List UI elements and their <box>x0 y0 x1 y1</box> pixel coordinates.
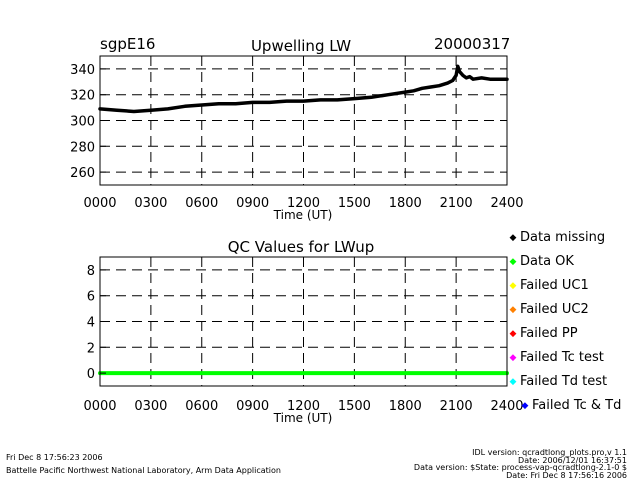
y-tick-label: 320 <box>70 89 95 104</box>
x-tick-label: 0900 <box>236 399 269 414</box>
legend-marker-icon: ◆ <box>510 233 517 243</box>
x-tick-label: 0300 <box>134 399 167 414</box>
legend-marker-icon: ◆ <box>510 257 517 267</box>
y-tick-label: 280 <box>70 140 95 155</box>
chart2-title: QC Values for LWup <box>228 238 375 256</box>
x-tick-label: 2400 <box>490 399 523 414</box>
chart1-x-ticks: 0000 0300 0600 0900 1200 1500 1800 2100 2400 <box>83 196 523 211</box>
legend-label: Failed Tc test <box>520 350 604 365</box>
legend-marker-icon: ◆ <box>510 377 517 387</box>
footer-idl-version: IDL version: qcradtlong_plots.pro,v 1.1 <box>472 448 627 457</box>
x-tick-label: 0000 <box>83 196 116 211</box>
series-line <box>98 64 509 114</box>
legend-label: Failed UC2 <box>520 302 589 317</box>
x-tick-label: 0300 <box>134 196 167 211</box>
y-tick-label: 0 <box>87 367 95 382</box>
y-tick-label: 8 <box>87 264 95 279</box>
qc-values-chart: QC Values for LWup 0000 0300 0600 0900 1200 1… <box>83 238 523 425</box>
y-tick-label: 4 <box>87 316 95 331</box>
x-tick-label: 1500 <box>338 399 371 414</box>
chart1-grid <box>100 56 507 185</box>
y-tick-label: 260 <box>70 166 95 181</box>
y-tick-label: 6 <box>87 290 95 305</box>
station-label: sgpE16 <box>100 35 155 53</box>
x-tick-label: 1500 <box>338 196 371 211</box>
legend-label: Failed Tc & Td <box>532 398 621 413</box>
y-tick-label: 340 <box>70 63 95 78</box>
x-tick-label: 2100 <box>440 399 473 414</box>
chart2-xlabel: Time (UT) <box>273 411 333 425</box>
footer-data-date: Date: Fri Dec 8 17:56:16 2006 <box>506 471 627 480</box>
footer-data-version: Data version: $State: process-vap-qcradt… <box>414 463 627 472</box>
x-tick-label: 0900 <box>236 196 269 211</box>
chart1-xlabel: Time (UT) <box>273 208 333 222</box>
date-label: 20000317 <box>434 35 510 53</box>
x-tick-label: 0600 <box>185 196 218 211</box>
x-tick-label: 1800 <box>389 196 422 211</box>
x-tick-label: 1200 <box>287 196 320 211</box>
legend-marker-icon: ◆ <box>510 329 517 339</box>
legend-label: Data OK <box>520 254 574 269</box>
footer-lab: Battelle Pacific Northwest National Labo… <box>6 466 281 475</box>
chart2-y-ticks: 0 2 4 6 8 <box>87 264 106 382</box>
legend-label: Failed UC1 <box>520 278 589 293</box>
legend-label: Data missing <box>520 230 605 245</box>
x-tick-label: 1200 <box>287 399 320 414</box>
x-tick-label: 0600 <box>185 399 218 414</box>
legend: ◆ Data missing◆ Data OK◆ Failed UC1◆ Failed … <box>510 230 622 413</box>
legend-label: Failed Td test <box>520 374 607 389</box>
legend-label: Failed PP <box>520 326 578 341</box>
x-tick-label: 0000 <box>83 399 116 414</box>
legend-marker-icon: ◆ <box>522 401 529 411</box>
y-tick-label: 300 <box>70 115 95 130</box>
legend-marker-icon: ◆ <box>510 281 517 291</box>
x-tick-label: 2400 <box>490 196 523 211</box>
x-tick-label: 1800 <box>389 399 422 414</box>
footer-timestamp: Fri Dec 8 17:56:23 2006 <box>6 453 103 462</box>
chart2-grid <box>100 257 507 386</box>
x-tick-label: 2100 <box>440 196 473 211</box>
legend-marker-icon: ◆ <box>510 305 517 315</box>
chart1-title: Upwelling LW <box>251 37 351 55</box>
chart1-series <box>98 64 509 114</box>
chart1-y-ticks: 260 280 300 320 340 <box>70 63 106 181</box>
upwelling-lw-chart: Upwelling LW 0000 0300 0600 0900 1200 1500 180… <box>70 37 523 222</box>
y-tick-label: 2 <box>87 341 95 356</box>
legend-marker-icon: ◆ <box>510 353 517 363</box>
footer-idl-date: Date: 2006/12/01 16:37:51 <box>518 456 627 465</box>
chart2-x-ticks: 0000 0300 0600 0900 1200 1500 1800 2100 2400 <box>83 399 523 414</box>
